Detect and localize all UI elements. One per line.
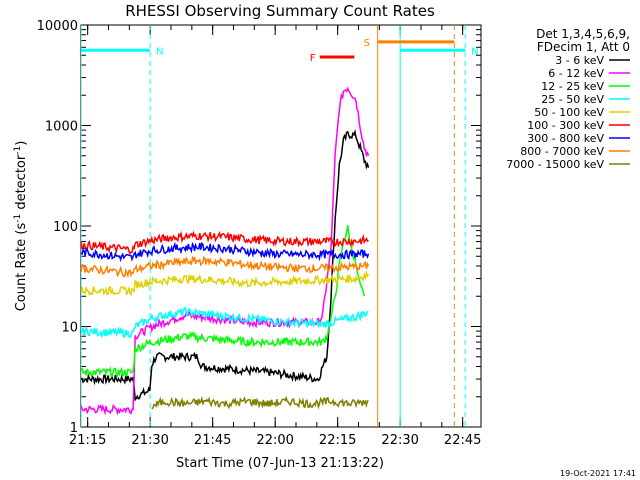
series-line — [81, 86, 370, 416]
series-line — [151, 395, 369, 410]
x-tick-label: 21:30 — [131, 433, 168, 448]
x-axis-ticks: 21:15 21:30 21:45 22:00 22:15 22:30 22:45 — [69, 25, 481, 448]
legend-label: 800 - 7000 keV — [520, 145, 604, 158]
flag-label: F — [310, 53, 316, 64]
legend-header-line-1: Det 1,3,4,5,6,9, — [536, 27, 630, 41]
series-lines — [81, 86, 370, 416]
x-tick-label: 22:30 — [381, 433, 418, 448]
timestamp: 19-Oct-2021 17:41 — [560, 469, 636, 478]
flag-label: S — [364, 38, 370, 49]
flag-label: N — [471, 46, 478, 57]
series-line — [81, 225, 366, 378]
y-axis-label-exp1: -1 — [13, 214, 23, 223]
y-axis-label-exp2: -1 — [13, 146, 23, 155]
y-tick-label: 10 — [61, 321, 78, 336]
y-tick-label: 10000 — [37, 19, 78, 34]
legend-label: 7000 - 15000 keV — [506, 158, 604, 171]
chart-title: RHESSI Observing Summary Count Rates — [125, 2, 435, 20]
legend-label: 3 - 6 keV — [555, 54, 604, 67]
y-axis-label-end: ) — [14, 141, 29, 146]
series-line — [81, 306, 369, 339]
x-tick-label: 21:45 — [194, 433, 231, 448]
series-line — [81, 128, 370, 402]
flag-markers: N N F S — [81, 25, 479, 427]
legend: Det 1,3,4,5,6,9, FDecim 1, Att 0 3 - 6 k… — [506, 27, 630, 171]
legend-label: 12 - 25 keV — [541, 80, 604, 93]
y-axis-label: Count Rate (s-1 detector-1) — [13, 141, 29, 312]
legend-label: 300 - 800 keV — [527, 132, 604, 145]
series-line — [81, 241, 370, 263]
y-tick-label: 1 — [70, 421, 78, 436]
x-tick-label: 22:15 — [319, 433, 356, 448]
x-tick-label: 21:15 — [69, 433, 106, 448]
y-tick-label: 1000 — [45, 120, 78, 135]
y-axis-label-main: Count Rate (s — [14, 223, 29, 312]
y-axis-label-mid: detector — [14, 154, 29, 214]
y-axis-ticks: 1 10 100 1000 10000 — [37, 19, 481, 436]
x-tick-label: 22:45 — [444, 433, 481, 448]
legend-label: 100 - 300 keV — [527, 119, 604, 132]
series-line — [81, 255, 370, 279]
x-axis-label: Start Time (07-Jun-13 21:13:22) — [176, 456, 384, 471]
series-line — [81, 230, 369, 255]
x-tick-label: 22:00 — [256, 433, 293, 448]
legend-label: 50 - 100 keV — [534, 106, 604, 119]
legend-label: 25 - 50 keV — [541, 93, 604, 106]
plot-frame — [80, 24, 482, 428]
legend-header-line-2: FDecim 1, Att 0 — [537, 40, 630, 54]
flag-label: N — [156, 46, 163, 57]
series-line — [81, 269, 370, 297]
legend-label: 6 - 12 keV — [548, 67, 604, 80]
y-tick-label: 100 — [53, 220, 78, 235]
